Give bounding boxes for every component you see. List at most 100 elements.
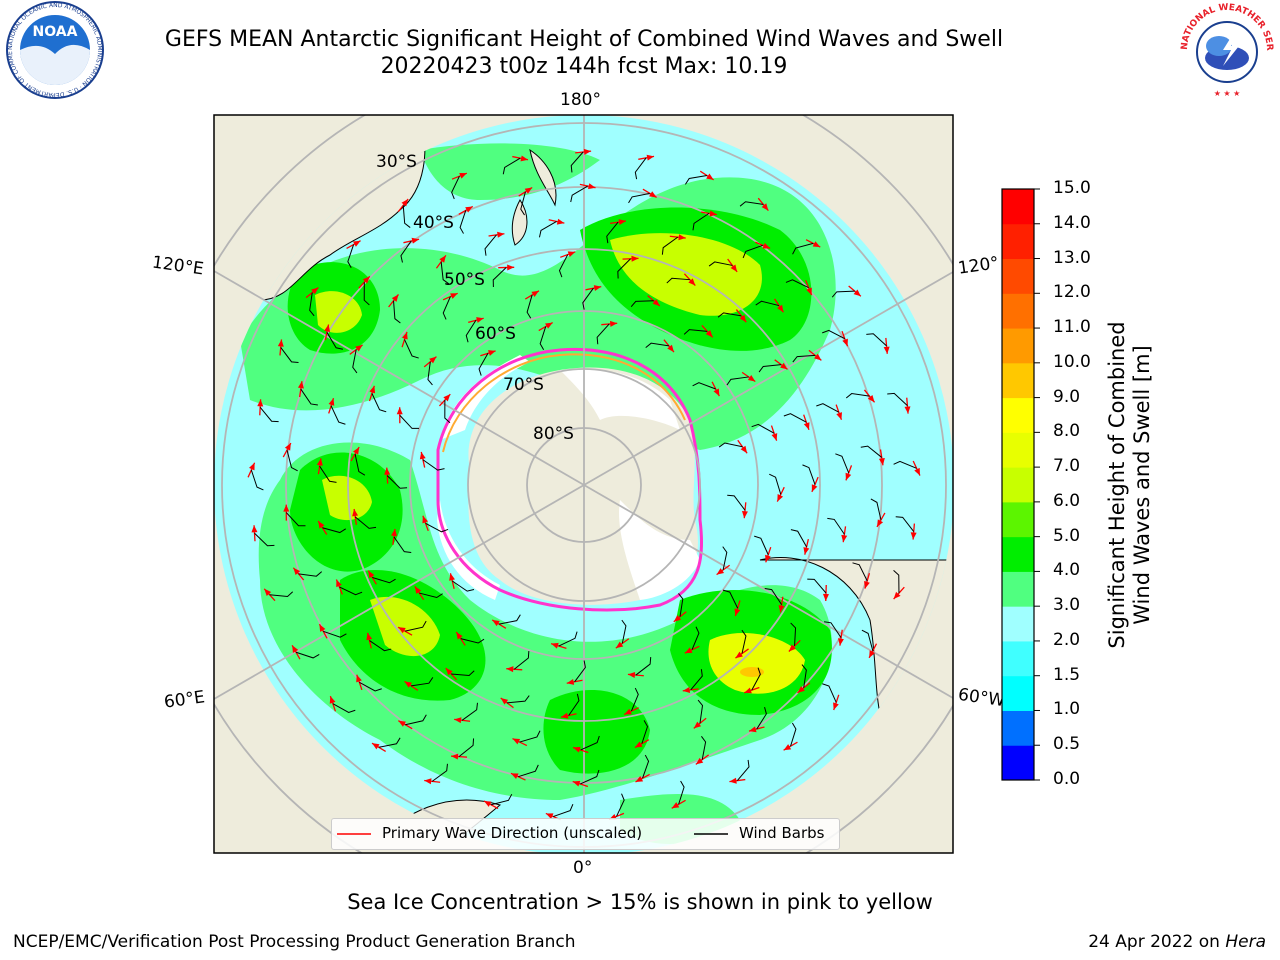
wave-arrow bbox=[860, 445, 885, 466]
wave-arrow bbox=[822, 683, 840, 711]
wave-arrow bbox=[635, 754, 650, 783]
wave-arrow bbox=[827, 517, 848, 543]
wave-arrow bbox=[491, 614, 521, 629]
wave-arrow bbox=[483, 793, 513, 810]
wave-arrow bbox=[422, 515, 449, 533]
wave-arrow bbox=[388, 294, 401, 324]
wave-arrow bbox=[316, 458, 337, 483]
colorbar-tick-label: 4.0 bbox=[1053, 560, 1081, 581]
wave-arrow bbox=[870, 498, 886, 528]
colorbar bbox=[1001, 188, 1040, 781]
wave-arrow bbox=[435, 254, 450, 285]
wave-arrow bbox=[661, 234, 686, 255]
sea-ice-note: Sea Ice Concentration > 15% is shown in … bbox=[347, 890, 933, 914]
wave-arrow bbox=[566, 660, 586, 685]
colorbar-label: Significant Height of Combined Wind Wave… bbox=[1105, 321, 1154, 649]
colorbar-tick-label: 14.0 bbox=[1053, 212, 1091, 233]
wave-arrow bbox=[895, 516, 917, 540]
wave-arrow bbox=[634, 154, 655, 180]
wave-arrow bbox=[792, 239, 821, 255]
wave-arrow bbox=[538, 218, 565, 238]
wave-arrow bbox=[438, 393, 451, 424]
lat-label-40s: 40°S bbox=[413, 213, 454, 233]
wave-arrow bbox=[683, 324, 714, 338]
wave-arrow bbox=[722, 589, 741, 617]
wave-arrow bbox=[831, 285, 862, 298]
map-frame bbox=[213, 114, 954, 854]
colorbar-tick-label: 2.0 bbox=[1053, 629, 1081, 650]
wave-arrow bbox=[450, 738, 475, 760]
wave-arrow bbox=[785, 279, 813, 296]
wave-arrow bbox=[263, 588, 294, 602]
wave-arrow bbox=[465, 317, 484, 343]
wave-arrow bbox=[797, 664, 811, 694]
lon-label-0: 0° bbox=[573, 858, 593, 878]
noaa-logo: NATIONAL OCEANIC AND ATMOSPHERIC ADMINIS… bbox=[0, 0, 104, 99]
wave-arrow bbox=[506, 651, 530, 673]
colorbar-swatch bbox=[1002, 536, 1034, 572]
wave-arrow bbox=[356, 674, 382, 692]
wave-arrow bbox=[371, 737, 401, 752]
wave-arrow bbox=[788, 622, 801, 652]
colorbar-swatch bbox=[1002, 432, 1034, 468]
colorbar-swatch bbox=[1002, 571, 1034, 607]
wave-arrow bbox=[861, 629, 878, 659]
nws-logo: NATIONAL WEATHER SERVICE ★ ★ ★ bbox=[1175, 0, 1275, 98]
wave-arrow bbox=[398, 714, 427, 730]
wave-arrow bbox=[693, 699, 707, 729]
colorbar-swatch bbox=[1002, 362, 1034, 399]
colorbar-swatch bbox=[1002, 606, 1034, 642]
wave-arrow bbox=[852, 562, 871, 589]
wave-arrow bbox=[729, 759, 750, 784]
colorbar-tick-label: 7.0 bbox=[1053, 456, 1081, 477]
lat-label-30s: 30°S bbox=[376, 152, 417, 172]
wave-arrow bbox=[391, 528, 412, 554]
wave-arrow bbox=[823, 621, 844, 646]
wave-arrow bbox=[449, 573, 475, 592]
colorbar-tick-label: 3.0 bbox=[1053, 595, 1081, 616]
wave-arrow bbox=[783, 722, 798, 751]
wave-arrow bbox=[442, 292, 458, 320]
wave-arrow bbox=[484, 231, 505, 256]
wave-arrow bbox=[423, 356, 437, 386]
chart-subtitle: 20220423 t00z 144h fcst Max: 10.19 bbox=[380, 54, 788, 79]
wave-arrow bbox=[684, 626, 700, 654]
wave-arrow bbox=[257, 399, 279, 423]
colorbar-tick-label: 0.5 bbox=[1053, 734, 1081, 755]
wave-arrow bbox=[397, 620, 427, 636]
wave-arrow bbox=[454, 702, 478, 724]
wave-arrow bbox=[582, 285, 602, 310]
wave-arrow bbox=[404, 677, 434, 691]
wave-arrow bbox=[845, 389, 876, 403]
wave-arrow bbox=[458, 205, 474, 234]
wave-arrow bbox=[755, 298, 784, 313]
wave-arrow bbox=[538, 322, 553, 351]
wave-arrow bbox=[666, 273, 696, 286]
wave-arrow bbox=[445, 667, 475, 681]
wave-arrow bbox=[283, 504, 306, 527]
wave-arrow bbox=[695, 736, 710, 765]
wave-arrow bbox=[716, 546, 730, 576]
wave-arrow bbox=[352, 508, 377, 529]
wave-arrow bbox=[822, 329, 849, 347]
colorbar-swatch bbox=[1002, 675, 1034, 711]
wave-arrow bbox=[572, 735, 600, 754]
wave-arrow bbox=[628, 188, 657, 204]
wave-arrow bbox=[673, 593, 687, 623]
colorbar-swatch bbox=[1002, 258, 1034, 294]
wave-arrow bbox=[492, 264, 515, 287]
wave-arrow bbox=[630, 295, 661, 308]
colorbar-tick-label: 15.0 bbox=[1053, 178, 1091, 198]
colorbar-tick-label: 1.0 bbox=[1053, 699, 1081, 720]
wave-arrow bbox=[866, 333, 890, 354]
colorbar-tick-label: 10.0 bbox=[1053, 351, 1091, 372]
wave-arrow bbox=[478, 350, 496, 376]
wave-arrow bbox=[414, 586, 443, 601]
wave-arrow bbox=[682, 669, 703, 693]
wave-arrow bbox=[324, 324, 344, 350]
wave-arrow bbox=[769, 473, 785, 502]
colorbar-tick-label: 0.0 bbox=[1053, 769, 1081, 789]
wave-arrow bbox=[739, 197, 769, 212]
wave-arrow bbox=[500, 695, 530, 709]
